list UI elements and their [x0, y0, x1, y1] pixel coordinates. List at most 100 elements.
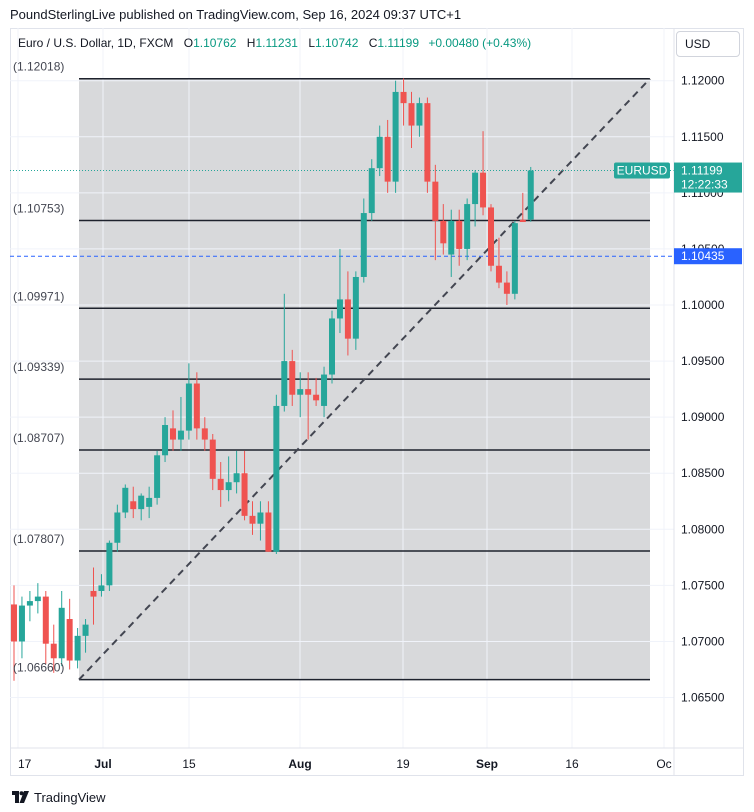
candle-body [98, 585, 105, 591]
candle[interactable] [336, 248, 343, 334]
candle[interactable] [344, 271, 351, 356]
candle[interactable] [177, 396, 184, 451]
candle[interactable] [305, 372, 312, 440]
candle[interactable] [209, 433, 216, 491]
candle[interactable] [249, 501, 256, 535]
candle[interactable] [106, 540, 113, 591]
candle[interactable] [265, 501, 272, 552]
candle-body [26, 601, 33, 606]
candle[interactable] [90, 567, 97, 625]
fib-level-label: (1.07807) [13, 532, 64, 546]
candle[interactable] [416, 97, 423, 137]
candle[interactable] [527, 166, 534, 222]
candle[interactable] [130, 486, 137, 519]
candle[interactable] [50, 624, 57, 673]
candle[interactable] [185, 363, 192, 440]
time-tick-label: 17 [18, 757, 32, 771]
candle[interactable] [281, 293, 288, 412]
candle[interactable] [472, 170, 479, 227]
candle[interactable] [321, 366, 328, 418]
candle[interactable] [360, 198, 367, 283]
symbol-name: Euro / U.S. Dollar, 1D, FXCM [18, 36, 174, 50]
candle[interactable] [273, 394, 280, 554]
candle[interactable] [519, 192, 526, 223]
time-tick-label: Jul [94, 757, 111, 771]
candle[interactable] [193, 372, 200, 440]
candle-body [336, 299, 343, 319]
last-price-value: 1.11199 [681, 164, 723, 178]
candle-body [249, 515, 256, 524]
candle[interactable] [432, 164, 439, 261]
candle-body [329, 318, 335, 375]
candle[interactable] [495, 237, 502, 289]
candle-body [384, 136, 391, 182]
candle[interactable] [368, 159, 375, 221]
publisher-line: PoundSterlingLive published on TradingVi… [10, 7, 462, 22]
candle[interactable] [82, 619, 89, 653]
candle[interactable] [511, 220, 518, 300]
high-value: 1.11231 [255, 36, 298, 50]
candle-body [11, 604, 17, 642]
candle[interactable] [74, 628, 81, 669]
candle[interactable] [114, 504, 121, 552]
candle[interactable] [352, 271, 359, 350]
candle[interactable] [241, 450, 248, 521]
candle[interactable] [201, 417, 208, 451]
candle[interactable] [138, 493, 145, 521]
price-tick-label: 1.07500 [681, 578, 725, 592]
candle[interactable] [122, 484, 129, 519]
candle[interactable] [98, 574, 105, 597]
candle[interactable] [11, 585, 17, 681]
candle[interactable] [400, 78, 407, 126]
fib-level-label: (1.06660) [13, 661, 64, 675]
time-tick-label: Sep [476, 757, 498, 771]
candle[interactable] [440, 204, 447, 255]
candlestick-chart[interactable]: (1.12018) (1.10753) (1.09971) (1.09339) (1.0… [10, 28, 744, 776]
candle-body [352, 276, 359, 339]
candle[interactable] [464, 198, 471, 261]
candle-body [66, 619, 73, 661]
candle-body [209, 439, 216, 479]
candle[interactable] [18, 596, 25, 659]
candle[interactable] [289, 349, 296, 406]
candle[interactable] [392, 80, 399, 193]
candle[interactable] [42, 590, 49, 664]
candle-body [154, 455, 161, 498]
candle-body [360, 213, 367, 277]
candle[interactable] [26, 590, 33, 622]
candle[interactable] [313, 377, 320, 406]
candle[interactable] [488, 204, 494, 272]
candle[interactable] [233, 450, 240, 494]
candle-body [472, 172, 479, 205]
candle-body [281, 361, 288, 406]
price-tick-label: 1.08000 [681, 522, 725, 536]
candle-body [289, 361, 296, 395]
candle[interactable] [503, 271, 510, 306]
candle[interactable] [162, 417, 169, 463]
candle[interactable] [408, 91, 415, 148]
candle[interactable] [257, 501, 264, 541]
currency-button[interactable]: USD [676, 31, 740, 57]
candle[interactable] [146, 486, 153, 519]
line-price-badge [674, 248, 742, 265]
candle[interactable] [58, 590, 65, 667]
candle[interactable] [297, 372, 304, 418]
candle[interactable] [384, 119, 391, 193]
candle[interactable] [456, 209, 463, 266]
candle[interactable] [154, 450, 161, 505]
candle[interactable] [225, 456, 232, 502]
candle[interactable] [34, 583, 41, 614]
candle[interactable] [480, 131, 487, 216]
candle-body [376, 136, 383, 169]
candle-body [170, 428, 176, 440]
candle[interactable] [448, 209, 455, 277]
trend-line [78, 78, 651, 681]
candle[interactable] [170, 410, 176, 451]
candle-body [416, 103, 423, 126]
candle[interactable] [217, 462, 224, 507]
candle[interactable] [424, 97, 431, 193]
candle[interactable] [66, 598, 73, 670]
symbol-badge [614, 162, 670, 179]
candle[interactable] [329, 310, 335, 384]
candle[interactable] [376, 125, 383, 177]
